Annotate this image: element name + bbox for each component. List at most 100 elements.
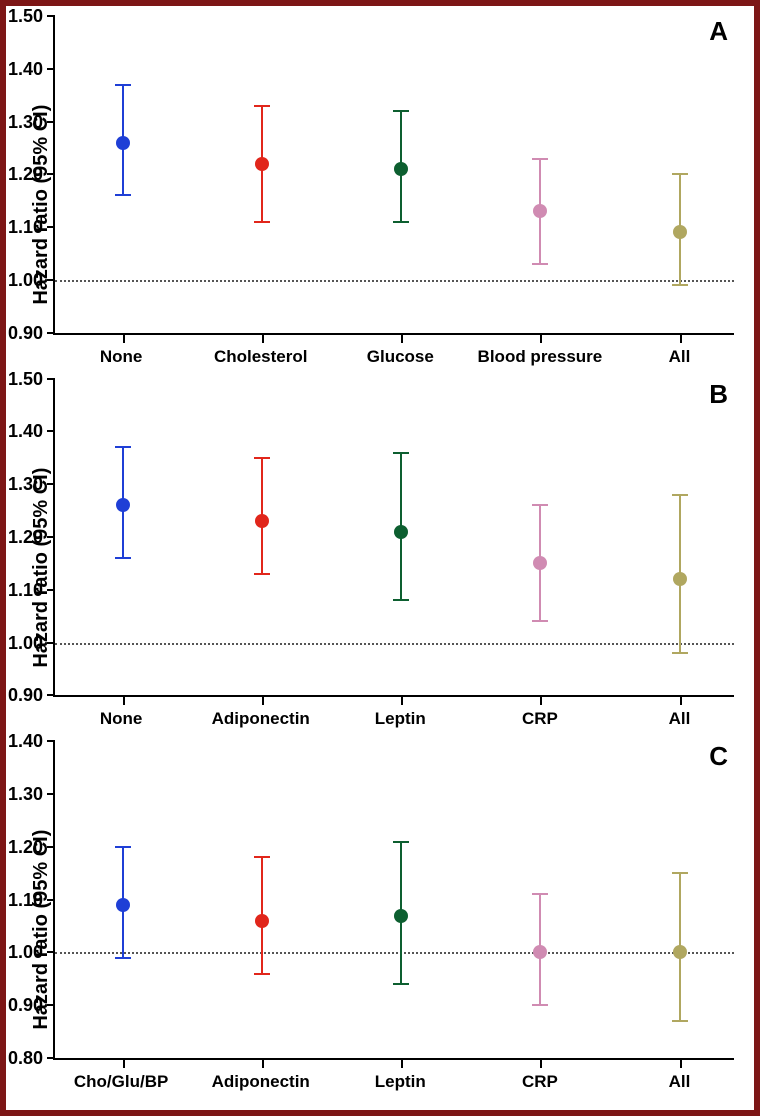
y-tick-label: 1.30 xyxy=(8,112,55,133)
series-point xyxy=(122,741,124,1058)
error-cap-lower xyxy=(115,194,131,196)
y-tick-label: 1.40 xyxy=(8,731,55,752)
x-tick-label: Adiponectin xyxy=(212,709,310,729)
error-cap-upper xyxy=(532,893,548,895)
y-tick-label: 1.50 xyxy=(8,369,55,390)
x-tick-mark xyxy=(262,1060,264,1068)
plot-area: B0.901.001.101.201.301.401.50 xyxy=(53,379,734,698)
x-tick-label: None xyxy=(100,709,143,729)
x-tick-mark xyxy=(262,335,264,343)
panel-letter: C xyxy=(709,741,728,772)
point-marker xyxy=(394,525,408,539)
x-tick-label: Glucose xyxy=(367,347,434,367)
error-cap-lower xyxy=(115,557,131,559)
point-marker xyxy=(255,514,269,528)
x-tick-label: Cholesterol xyxy=(214,347,308,367)
error-cap-lower xyxy=(393,983,409,985)
plot-wrap: C0.800.901.001.101.201.301.40 Cho/Glu/BP A… xyxy=(53,741,734,1098)
error-cap-lower xyxy=(254,221,270,223)
series-point xyxy=(679,741,681,1058)
x-tick-label: Leptin xyxy=(375,709,426,729)
series-point xyxy=(400,379,402,696)
point-marker xyxy=(673,572,687,586)
series-point xyxy=(122,379,124,696)
y-tick-label: 1.10 xyxy=(8,217,55,238)
x-tick-label: Adiponectin xyxy=(212,1072,310,1092)
point-marker xyxy=(255,157,269,171)
error-cap-upper xyxy=(254,105,270,107)
series-point xyxy=(400,741,402,1058)
x-tick-mark xyxy=(401,1060,403,1068)
x-tick-mark xyxy=(540,697,542,705)
point-marker xyxy=(394,162,408,176)
y-tick-label: 1.00 xyxy=(8,270,55,291)
error-cap-upper xyxy=(532,158,548,160)
y-tick-label: 1.20 xyxy=(8,527,55,548)
x-tick-label: Cho/Glu/BP xyxy=(74,1072,168,1092)
point-marker xyxy=(533,204,547,218)
series-point xyxy=(539,741,541,1058)
x-tick-label: CRP xyxy=(522,1072,558,1092)
error-cap-lower xyxy=(254,573,270,575)
panel-B: Hazard ratio (95% CI)B0.901.001.101.201.… xyxy=(26,379,734,736)
y-tick-label: 1.20 xyxy=(8,837,55,858)
y-tick-label: 1.10 xyxy=(8,580,55,601)
plot-wrap: A0.901.001.101.201.301.401.50 None Cholest… xyxy=(53,16,734,373)
x-tick-label: All xyxy=(669,347,691,367)
plot-wrap: B0.901.001.101.201.301.401.50 None Adipone… xyxy=(53,379,734,736)
x-tick-mark xyxy=(680,1060,682,1068)
x-tick-mark xyxy=(123,1060,125,1068)
y-tick-label: 0.90 xyxy=(8,995,55,1016)
series-point xyxy=(679,16,681,333)
error-cap-upper xyxy=(254,457,270,459)
x-tick-mark xyxy=(680,335,682,343)
point-marker xyxy=(255,914,269,928)
error-cap-lower xyxy=(532,263,548,265)
point-marker xyxy=(673,225,687,239)
series-point xyxy=(261,379,263,696)
x-tick-mark xyxy=(680,697,682,705)
series-point xyxy=(261,741,263,1058)
y-tick-label: 1.00 xyxy=(8,633,55,654)
y-tick-label: 1.30 xyxy=(8,784,55,805)
error-cap-upper xyxy=(254,856,270,858)
error-cap-lower xyxy=(672,652,688,654)
x-tick-mark xyxy=(262,697,264,705)
error-cap-lower xyxy=(532,620,548,622)
y-tick-label: 0.90 xyxy=(8,323,55,344)
series-point xyxy=(400,16,402,333)
series-point xyxy=(679,379,681,696)
plot-area: A0.901.001.101.201.301.401.50 xyxy=(53,16,734,335)
point-marker xyxy=(116,898,130,912)
reference-line xyxy=(55,643,734,645)
x-tick-label: CRP xyxy=(522,709,558,729)
error-cap-lower xyxy=(672,1020,688,1022)
y-tick-label: 1.00 xyxy=(8,942,55,963)
y-tick-label: 1.10 xyxy=(8,890,55,911)
reference-line xyxy=(55,280,734,282)
panel-letter: B xyxy=(709,379,728,410)
x-tick-label: All xyxy=(669,1072,691,1092)
panel-C: Hazard ratio (95% CI)C0.800.901.001.101.… xyxy=(26,741,734,1098)
panel-letter: A xyxy=(709,16,728,47)
series-point xyxy=(539,16,541,333)
error-cap-upper xyxy=(672,872,688,874)
error-cap-upper xyxy=(672,494,688,496)
error-cap-upper xyxy=(393,110,409,112)
point-marker xyxy=(533,556,547,570)
x-tick-label: None xyxy=(100,347,143,367)
x-axis-labels: NoneCholesterolGlucoseBlood pressureAll xyxy=(53,347,734,373)
point-marker xyxy=(116,136,130,150)
y-tick-label: 1.50 xyxy=(8,6,55,27)
error-cap-upper xyxy=(532,504,548,506)
error-cap-lower xyxy=(254,973,270,975)
plot-area: C0.800.901.001.101.201.301.40 xyxy=(53,741,734,1060)
series-point xyxy=(261,16,263,333)
error-cap-lower xyxy=(672,284,688,286)
point-marker xyxy=(394,909,408,923)
x-tick-mark xyxy=(540,335,542,343)
error-cap-upper xyxy=(672,173,688,175)
y-tick-label: 1.40 xyxy=(8,421,55,442)
y-tick-label: 1.20 xyxy=(8,164,55,185)
y-tick-label: 0.90 xyxy=(8,685,55,706)
